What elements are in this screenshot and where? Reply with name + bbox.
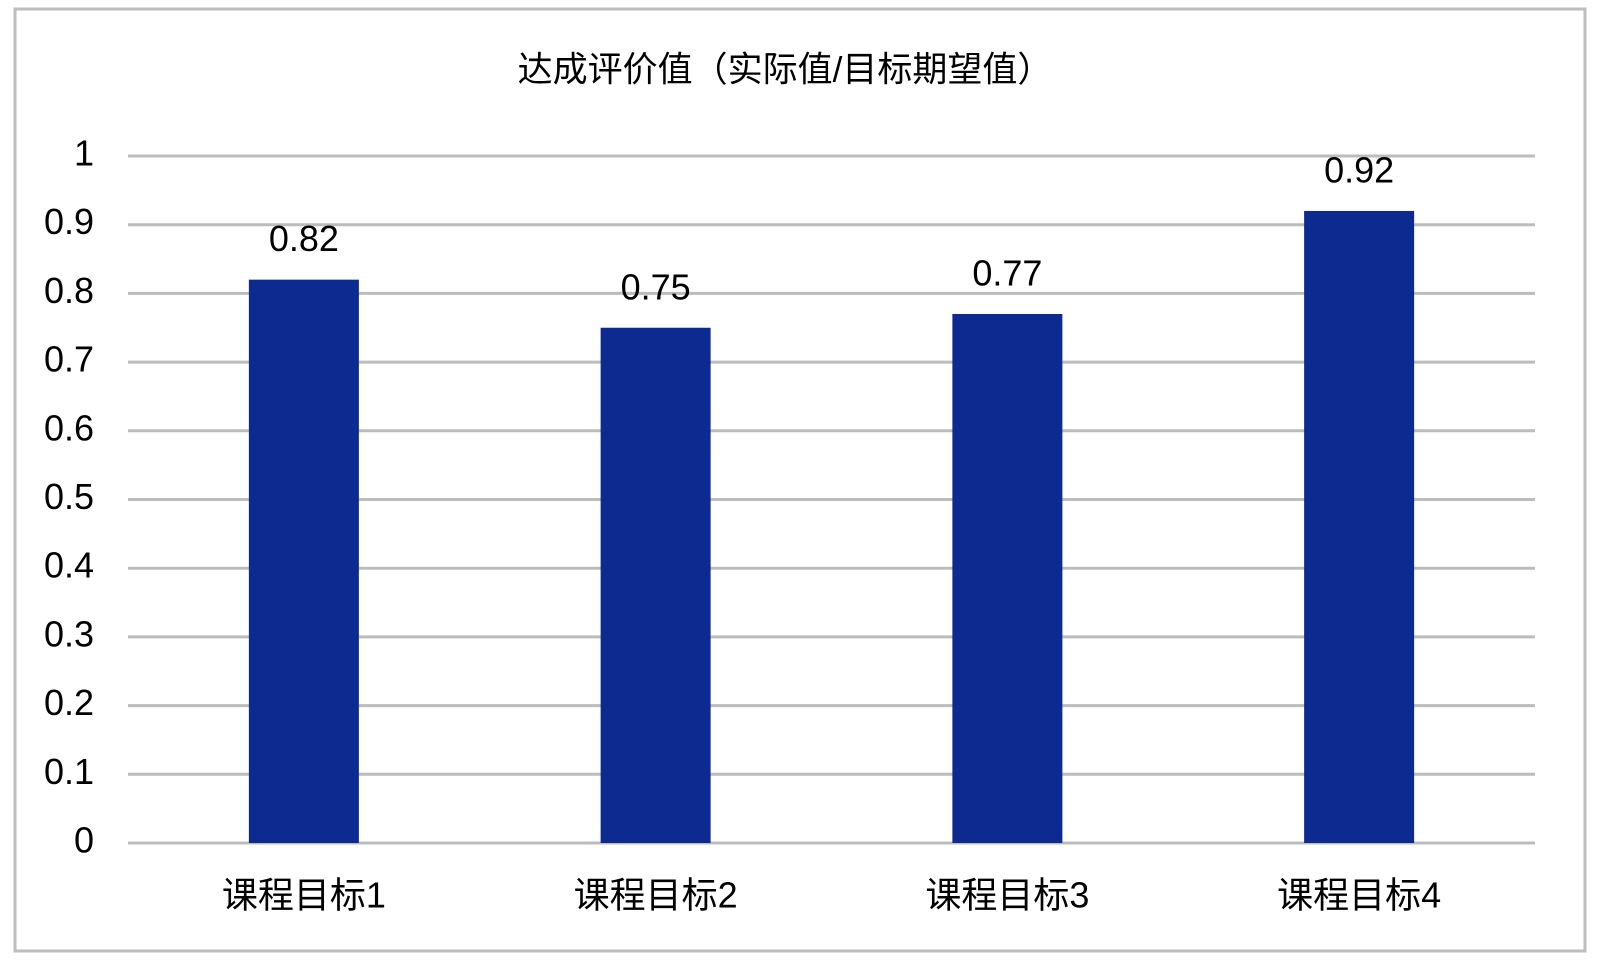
y-tick-label: 0.5 [44, 476, 94, 517]
x-tick-label: 课程目标2 [574, 875, 738, 916]
y-tick-label: 0.9 [44, 201, 94, 242]
y-tick-label: 1 [74, 133, 94, 174]
chart-title: 达成评价值（实际值/目标期望值） [518, 50, 1053, 89]
y-tick-label: 0.7 [44, 339, 94, 380]
data-label: 0.77 [972, 253, 1042, 294]
y-tick-label: 0.3 [44, 613, 94, 654]
data-label: 0.82 [269, 218, 339, 259]
bar [1304, 210, 1415, 843]
bar [952, 314, 1063, 843]
x-tick-label: 课程目标4 [1277, 875, 1441, 916]
y-tick-label: 0.1 [44, 751, 94, 792]
y-tick-label: 0.6 [44, 407, 94, 448]
bar [248, 279, 359, 843]
x-tick-label: 课程目标1 [222, 875, 386, 916]
y-tick-label: 0.2 [44, 682, 94, 723]
bar [600, 327, 711, 843]
x-tick-label: 课程目标3 [925, 875, 1089, 916]
data-label: 0.92 [1324, 149, 1394, 190]
y-tick-label: 0.8 [44, 270, 94, 311]
y-tick-label: 0.4 [44, 545, 94, 586]
data-label: 0.75 [621, 266, 691, 307]
y-tick-label: 0 [74, 820, 94, 861]
